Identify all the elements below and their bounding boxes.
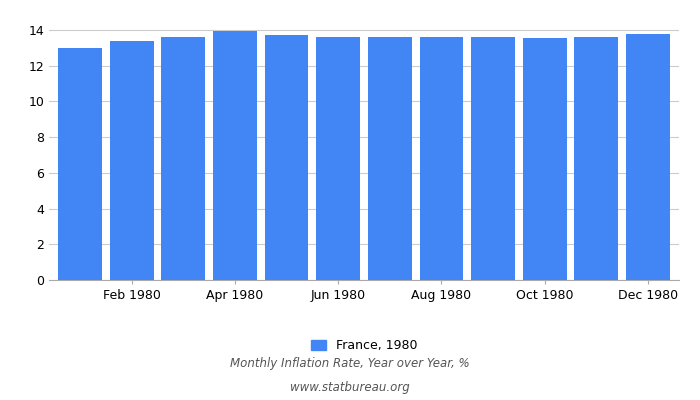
Bar [58, 48, 102, 280]
Bar [161, 37, 205, 280]
Text: www.statbureau.org: www.statbureau.org [290, 382, 410, 394]
Bar [575, 37, 618, 280]
Bar [213, 31, 257, 280]
Text: Monthly Inflation Rate, Year over Year, %: Monthly Inflation Rate, Year over Year, … [230, 358, 470, 370]
Bar [316, 37, 360, 280]
Bar [368, 37, 412, 280]
Legend: France, 1980: France, 1980 [306, 334, 422, 358]
Bar [265, 35, 309, 280]
Bar [419, 37, 463, 280]
Bar [471, 37, 515, 280]
Bar [110, 42, 153, 280]
Bar [626, 34, 670, 280]
Bar [523, 38, 567, 280]
